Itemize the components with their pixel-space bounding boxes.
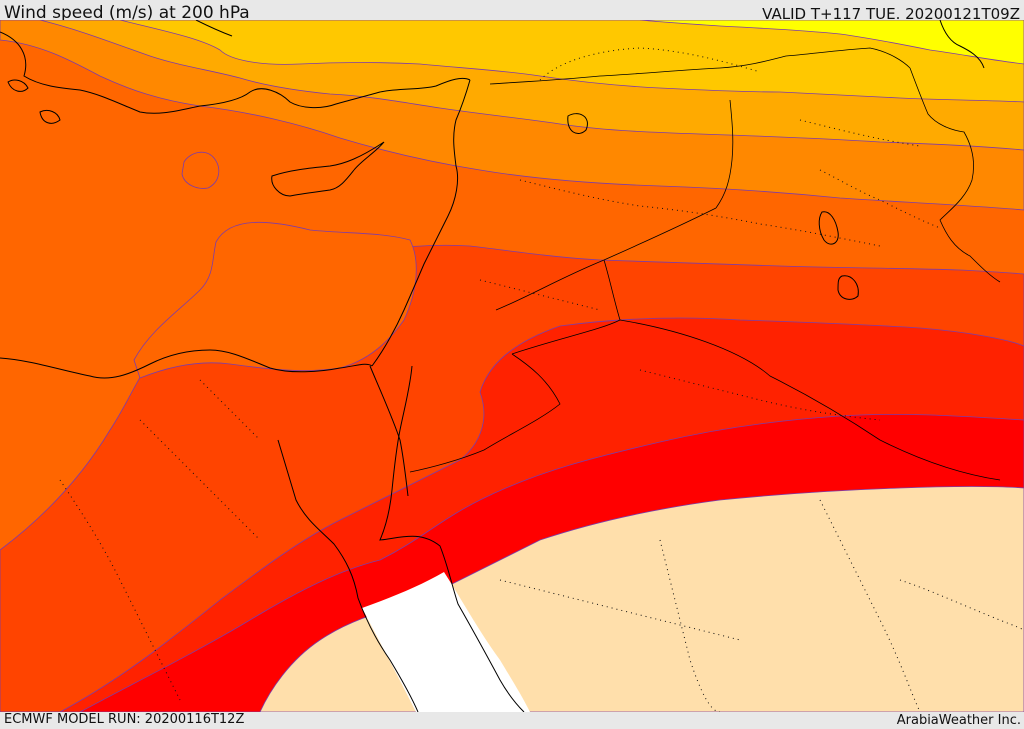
orange-blob bbox=[181, 151, 220, 189]
band-yellow bbox=[639, 20, 1024, 65]
map-canvas[interactable] bbox=[0, 20, 1024, 712]
band-light-amber bbox=[119, 20, 1024, 103]
valid-time-label: VALID T+117 TUE. 20200121T09Z bbox=[762, 5, 1020, 23]
model-run-label: ECMWF MODEL RUN: 20200116T12Z bbox=[4, 712, 245, 727]
orange-knob bbox=[133, 221, 417, 379]
subnational-boundaries bbox=[59, 47, 1024, 712]
coastlines bbox=[0, 20, 985, 712]
wind-speed-map bbox=[0, 20, 1024, 712]
band-no-data bbox=[362, 572, 530, 712]
political-borders bbox=[409, 47, 1001, 481]
map-title: Wind speed (m/s) at 200 hPa bbox=[4, 3, 250, 23]
credit-label: ArabiaWeather Inc. bbox=[896, 713, 1021, 728]
